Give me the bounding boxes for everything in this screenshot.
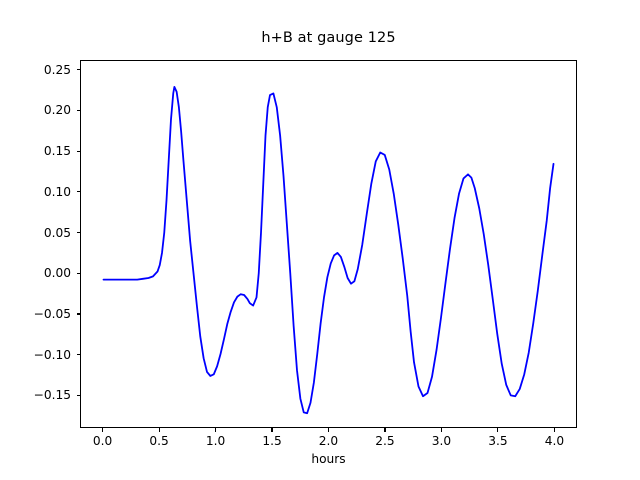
- y-tick-label: −0.05: [33, 307, 71, 322]
- y-tick-mark: [76, 354, 80, 356]
- x-tick-mark: [327, 428, 330, 432]
- y-tick-label: −0.10: [33, 347, 71, 362]
- series-line-h-plus-b: [103, 87, 553, 413]
- y-tick-mark: [76, 69, 80, 71]
- x-tick-mark: [214, 428, 217, 432]
- x-tick-label: 1.5: [262, 434, 282, 448]
- x-tick-mark: [440, 428, 442, 432]
- x-tick-label: 1.0: [205, 434, 226, 448]
- chart-title: h+B at gauge 125: [261, 30, 396, 46]
- y-tick-mark: [76, 272, 80, 274]
- line-series-svg: [81, 61, 576, 427]
- y-tick-label: 0.25: [43, 62, 71, 77]
- x-tick-mark: [102, 428, 104, 432]
- y-tick-mark: [76, 150, 80, 152]
- x-tick-label: 4.0: [544, 434, 565, 448]
- y-tick-label: 0.00: [43, 266, 71, 281]
- x-tick-label: 3.5: [488, 434, 508, 448]
- x-tick-mark: [271, 428, 273, 432]
- y-tick-mark: [76, 394, 80, 396]
- x-tick-mark: [497, 428, 499, 432]
- y-tick-mark: [76, 191, 80, 193]
- x-tick-label: 0.5: [149, 434, 169, 448]
- y-tick-mark: [76, 232, 80, 234]
- y-tick-label: −0.15: [33, 388, 71, 403]
- x-axis-label: hours: [311, 452, 346, 466]
- x-tick-label: 2.0: [318, 434, 339, 448]
- y-tick-label: 0.05: [43, 225, 71, 240]
- x-tick-label: 0.0: [92, 434, 113, 448]
- y-tick-mark: [76, 109, 80, 112]
- x-tick-mark: [384, 428, 386, 432]
- x-tick-label: 3.0: [431, 434, 452, 448]
- x-tick-mark: [553, 428, 555, 432]
- y-tick-label: 0.15: [43, 144, 71, 159]
- x-tick-mark: [158, 428, 160, 432]
- y-tick-label: 0.20: [43, 103, 71, 118]
- x-tick-label: 2.5: [375, 434, 395, 448]
- y-tick-label: 0.10: [43, 184, 71, 199]
- y-tick-mark: [76, 313, 80, 315]
- plot-area: [80, 60, 577, 428]
